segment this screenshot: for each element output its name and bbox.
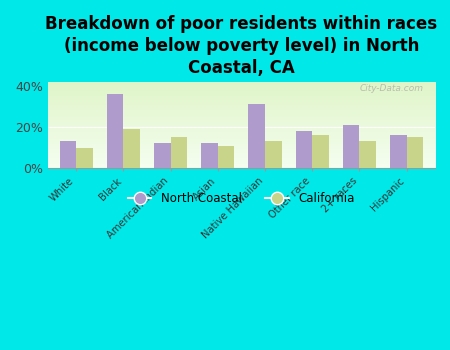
Bar [107,94,123,168]
Text: City-Data.com: City-Data.com [360,84,423,93]
Bar [171,137,187,168]
Bar [312,135,329,168]
Bar [201,144,218,168]
Bar [218,146,234,168]
Bar [76,148,93,168]
Bar [154,144,171,168]
Legend: North Coastal, California: North Coastal, California [123,187,360,210]
Title: Breakdown of poor residents within races
(income below poverty level) in North
C: Breakdown of poor residents within races… [45,15,437,77]
Bar [248,104,265,168]
Bar [296,131,312,168]
Bar [343,125,360,168]
Bar [59,141,76,168]
Bar [265,141,282,168]
Bar [390,135,407,168]
Bar [123,129,140,168]
Bar [360,141,376,168]
Bar [407,137,423,168]
